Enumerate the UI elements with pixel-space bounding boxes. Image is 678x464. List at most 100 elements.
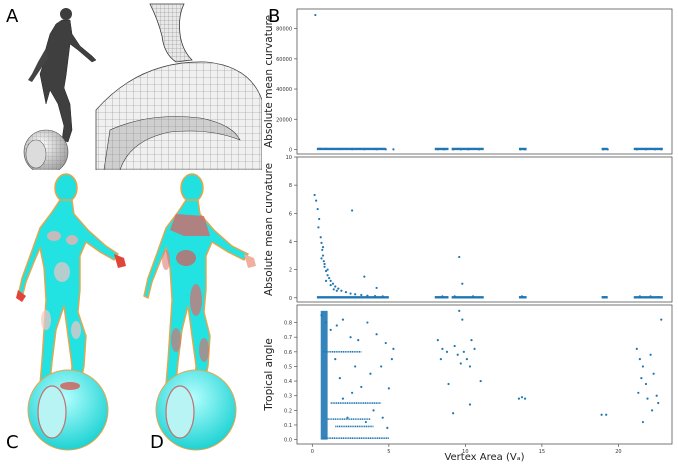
data-point	[360, 385, 363, 389]
y-axis-label: Absolute mean curvature	[263, 15, 275, 148]
x-axis-label: Vertex Area (Vₐ)	[444, 452, 524, 463]
y-axis-label: Absolute mean curvature	[263, 163, 275, 296]
axes-frame	[296, 304, 673, 445]
data-point	[381, 416, 384, 419]
data-point	[316, 207, 319, 211]
y-tick-label: 4	[289, 239, 292, 245]
data-point	[341, 397, 345, 400]
data-point	[468, 403, 472, 406]
data-point	[320, 314, 323, 317]
data-point	[459, 362, 462, 365]
data-point	[660, 148, 663, 151]
data-point	[380, 365, 383, 368]
y-tick-label: 0.6	[284, 350, 292, 356]
data-point	[461, 282, 464, 285]
chart-curvature-zoom: 0 2 4 6 8 10 Absolute mean curvature	[263, 155, 673, 303]
data-point	[344, 291, 348, 294]
figure-d	[143, 173, 256, 451]
data-point	[655, 394, 658, 397]
data-point	[360, 293, 363, 297]
data-point	[324, 269, 328, 273]
data-point	[459, 148, 462, 151]
x-tick-label: 10	[462, 449, 468, 455]
y-tick-label: 80000	[276, 27, 292, 33]
panel-cd-curvature-figures	[16, 173, 256, 451]
data-point	[366, 294, 369, 297]
y-tick-label: 0.5	[284, 364, 292, 370]
data-point	[319, 236, 322, 239]
data-point	[315, 199, 318, 202]
data-point	[462, 350, 465, 353]
data-point	[338, 148, 341, 151]
data-point	[458, 309, 461, 312]
data-point	[323, 262, 326, 266]
data-point	[375, 286, 378, 290]
data-point	[320, 241, 323, 244]
data-point	[441, 295, 444, 298]
data-point	[317, 226, 320, 229]
data-point	[392, 148, 395, 151]
data-point	[338, 377, 341, 380]
data-point	[324, 279, 328, 282]
data-point	[332, 288, 335, 291]
data-point	[458, 255, 461, 259]
data-point	[386, 426, 389, 430]
gray-figure	[28, 8, 97, 143]
data-point	[375, 148, 378, 151]
data-point	[335, 289, 338, 292]
y-tick-label: 0.8	[284, 321, 292, 327]
x-tick-label: 0	[311, 449, 314, 455]
data-point	[363, 275, 366, 278]
data-point	[479, 379, 482, 383]
data-point	[351, 391, 354, 394]
data-point	[445, 350, 449, 353]
data-point	[387, 387, 390, 390]
data-point	[602, 148, 605, 151]
panel-a-mesh-figure	[23, 3, 262, 170]
chart-tropical-angle: 0.0 0.1 0.2 0.3 0.4 0.5 0.6 0.7 0.8 0 5 10 15 20 Tropi…	[263, 304, 673, 463]
y-tick-label: 0.4	[284, 379, 292, 385]
data-point	[641, 365, 645, 368]
data-point	[638, 358, 641, 361]
y-tick-label: 40000	[276, 87, 292, 93]
data-point	[328, 276, 331, 280]
data-point	[652, 372, 655, 375]
data-point	[660, 318, 663, 321]
data-point	[313, 193, 316, 197]
data-point	[644, 382, 648, 386]
data-point	[326, 268, 329, 271]
data-point	[322, 260, 325, 263]
data-point	[441, 347, 444, 350]
figure-c	[16, 173, 126, 451]
data-point	[635, 148, 638, 151]
data-point	[638, 295, 641, 298]
data-point	[453, 295, 456, 298]
data-point	[357, 339, 360, 342]
data-point	[523, 397, 527, 400]
gray-sphere	[23, 129, 69, 170]
zoomed-mesh	[95, 3, 262, 170]
data-point	[452, 148, 455, 151]
data-point	[461, 318, 464, 321]
data-point	[375, 333, 378, 336]
data-point	[373, 294, 377, 298]
data-point	[523, 148, 527, 151]
data-point	[392, 347, 395, 350]
data-point	[329, 279, 332, 282]
data-point	[605, 413, 608, 416]
data-point	[351, 209, 354, 212]
data-point	[478, 148, 481, 151]
data-point	[354, 293, 357, 296]
y-tick-label: 2	[289, 268, 292, 274]
y-tick-label: 0.7	[284, 335, 292, 341]
data-point	[644, 148, 648, 151]
data-point	[641, 420, 645, 424]
data-point	[318, 217, 321, 221]
data-point	[369, 372, 372, 375]
data-point	[453, 344, 456, 348]
y-tick-label: 60000	[276, 57, 292, 63]
data-point	[326, 274, 329, 277]
axes-frame	[296, 156, 673, 303]
